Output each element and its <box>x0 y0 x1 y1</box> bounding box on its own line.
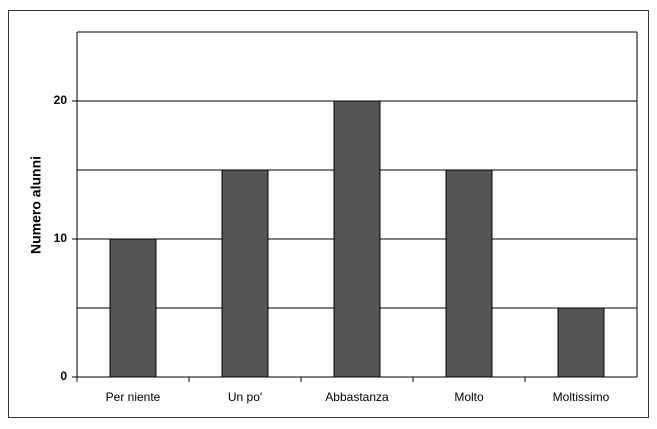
y-tick-label: 0 <box>60 369 67 383</box>
bar <box>445 169 493 378</box>
y-tick-label: 10 <box>54 231 68 245</box>
x-tick-label: Per niente <box>106 390 161 404</box>
y-tick-label: 20 <box>54 93 68 107</box>
bar <box>333 100 381 378</box>
x-tick-label: Molto <box>454 390 484 404</box>
x-tick-label: Moltissimo <box>553 390 610 404</box>
bar <box>557 307 605 378</box>
y-axis-label: Numero alunni <box>28 156 44 254</box>
chart-border <box>8 10 649 418</box>
bar <box>221 169 269 378</box>
bar <box>109 238 157 378</box>
x-tick-label: Un po' <box>228 390 262 404</box>
x-tick-label: Abbastanza <box>325 390 389 404</box>
